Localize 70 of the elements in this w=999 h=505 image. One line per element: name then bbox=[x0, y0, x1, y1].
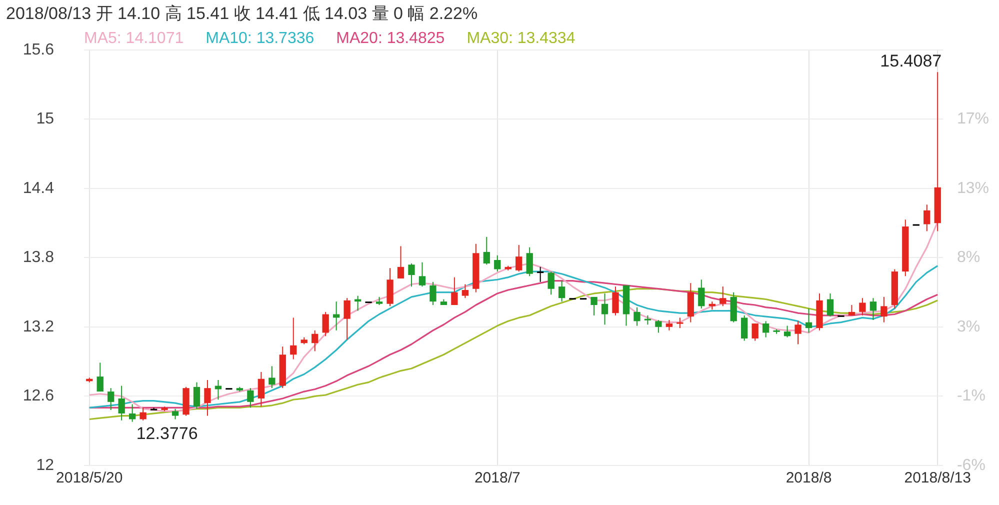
candlestick bbox=[140, 407, 146, 421]
x-tick-label: 2018/7 bbox=[474, 470, 520, 487]
candlestick bbox=[247, 388, 254, 408]
candlestick bbox=[172, 408, 179, 420]
candlestick bbox=[537, 266, 544, 282]
candlestick bbox=[666, 320, 673, 331]
text: MA5: 14.1071 bbox=[84, 30, 184, 47]
candlestick bbox=[870, 298, 877, 321]
candlestick bbox=[483, 236, 490, 266]
candlestick bbox=[859, 298, 866, 316]
candlestick bbox=[826, 292, 834, 318]
y-tick-label: 15.6 bbox=[22, 41, 54, 58]
y-tick-label: 13.2 bbox=[22, 318, 54, 336]
candlestick bbox=[752, 322, 758, 342]
candlestick bbox=[118, 385, 125, 421]
candlestick bbox=[128, 404, 136, 422]
y-tick-label: 12 bbox=[36, 456, 54, 474]
y-tick-label: 14.4 bbox=[22, 180, 54, 197]
x-tick-label: 2018/8 bbox=[786, 470, 832, 487]
annotation: 12.3776 bbox=[136, 424, 198, 444]
y-tick-label: 15 bbox=[36, 110, 54, 128]
y-tick-label: 12.6 bbox=[22, 388, 54, 405]
candlestick bbox=[430, 281, 436, 306]
candlestick bbox=[676, 317, 684, 329]
candlestick bbox=[548, 271, 554, 296]
candlestick bbox=[193, 382, 200, 410]
candlestick bbox=[784, 325, 791, 338]
candlestick bbox=[558, 280, 566, 302]
candlestick bbox=[848, 304, 856, 316]
candlestick bbox=[397, 246, 404, 279]
y-tick-label: 13.8 bbox=[22, 249, 54, 266]
candlestick bbox=[516, 244, 522, 272]
candlestick bbox=[322, 311, 329, 337]
candlestick bbox=[762, 320, 770, 338]
candlestick bbox=[601, 292, 608, 326]
x-tick-label: 2018/8/13 bbox=[904, 470, 971, 487]
candlestick bbox=[698, 279, 705, 309]
annotation: 15.4087 bbox=[880, 51, 942, 70]
text: MA30: 13.4334 bbox=[466, 30, 576, 47]
candlestick bbox=[354, 295, 362, 312]
candlestick bbox=[590, 296, 598, 316]
candlestick bbox=[462, 284, 468, 299]
candlestick bbox=[268, 366, 276, 389]
candlestick bbox=[612, 286, 619, 316]
candlestick bbox=[720, 286, 726, 307]
x-tick-label: 2018/5/20 bbox=[56, 470, 123, 487]
candlestick bbox=[655, 320, 662, 334]
text: MA10: 13.7336 bbox=[206, 30, 314, 47]
candlestick bbox=[526, 246, 533, 277]
candlestick bbox=[880, 296, 888, 323]
candlestick bbox=[451, 276, 458, 306]
candlestick bbox=[204, 380, 211, 416]
candlestick bbox=[312, 330, 318, 352]
candlestick bbox=[258, 371, 264, 408]
candlestick bbox=[408, 262, 415, 288]
candlestick bbox=[634, 306, 640, 326]
candlestick bbox=[924, 204, 930, 232]
candlestick bbox=[494, 254, 501, 272]
candlestick bbox=[344, 298, 350, 340]
candlestick bbox=[290, 317, 297, 360]
candlestick bbox=[96, 362, 104, 392]
candlestick bbox=[418, 262, 426, 288]
candlestick bbox=[108, 388, 114, 411]
candlestick bbox=[805, 308, 812, 334]
chart-title: 2018/08/13 开 14.10 高 15.41 收 14.41 低 14.03 量 0 幅 2.22% bbox=[6, 3, 478, 25]
candlestick bbox=[332, 301, 340, 331]
text: MA20: 13.4825 bbox=[336, 30, 445, 47]
candlestick bbox=[644, 314, 652, 326]
candlestick bbox=[794, 320, 802, 345]
candlestick bbox=[741, 314, 748, 342]
